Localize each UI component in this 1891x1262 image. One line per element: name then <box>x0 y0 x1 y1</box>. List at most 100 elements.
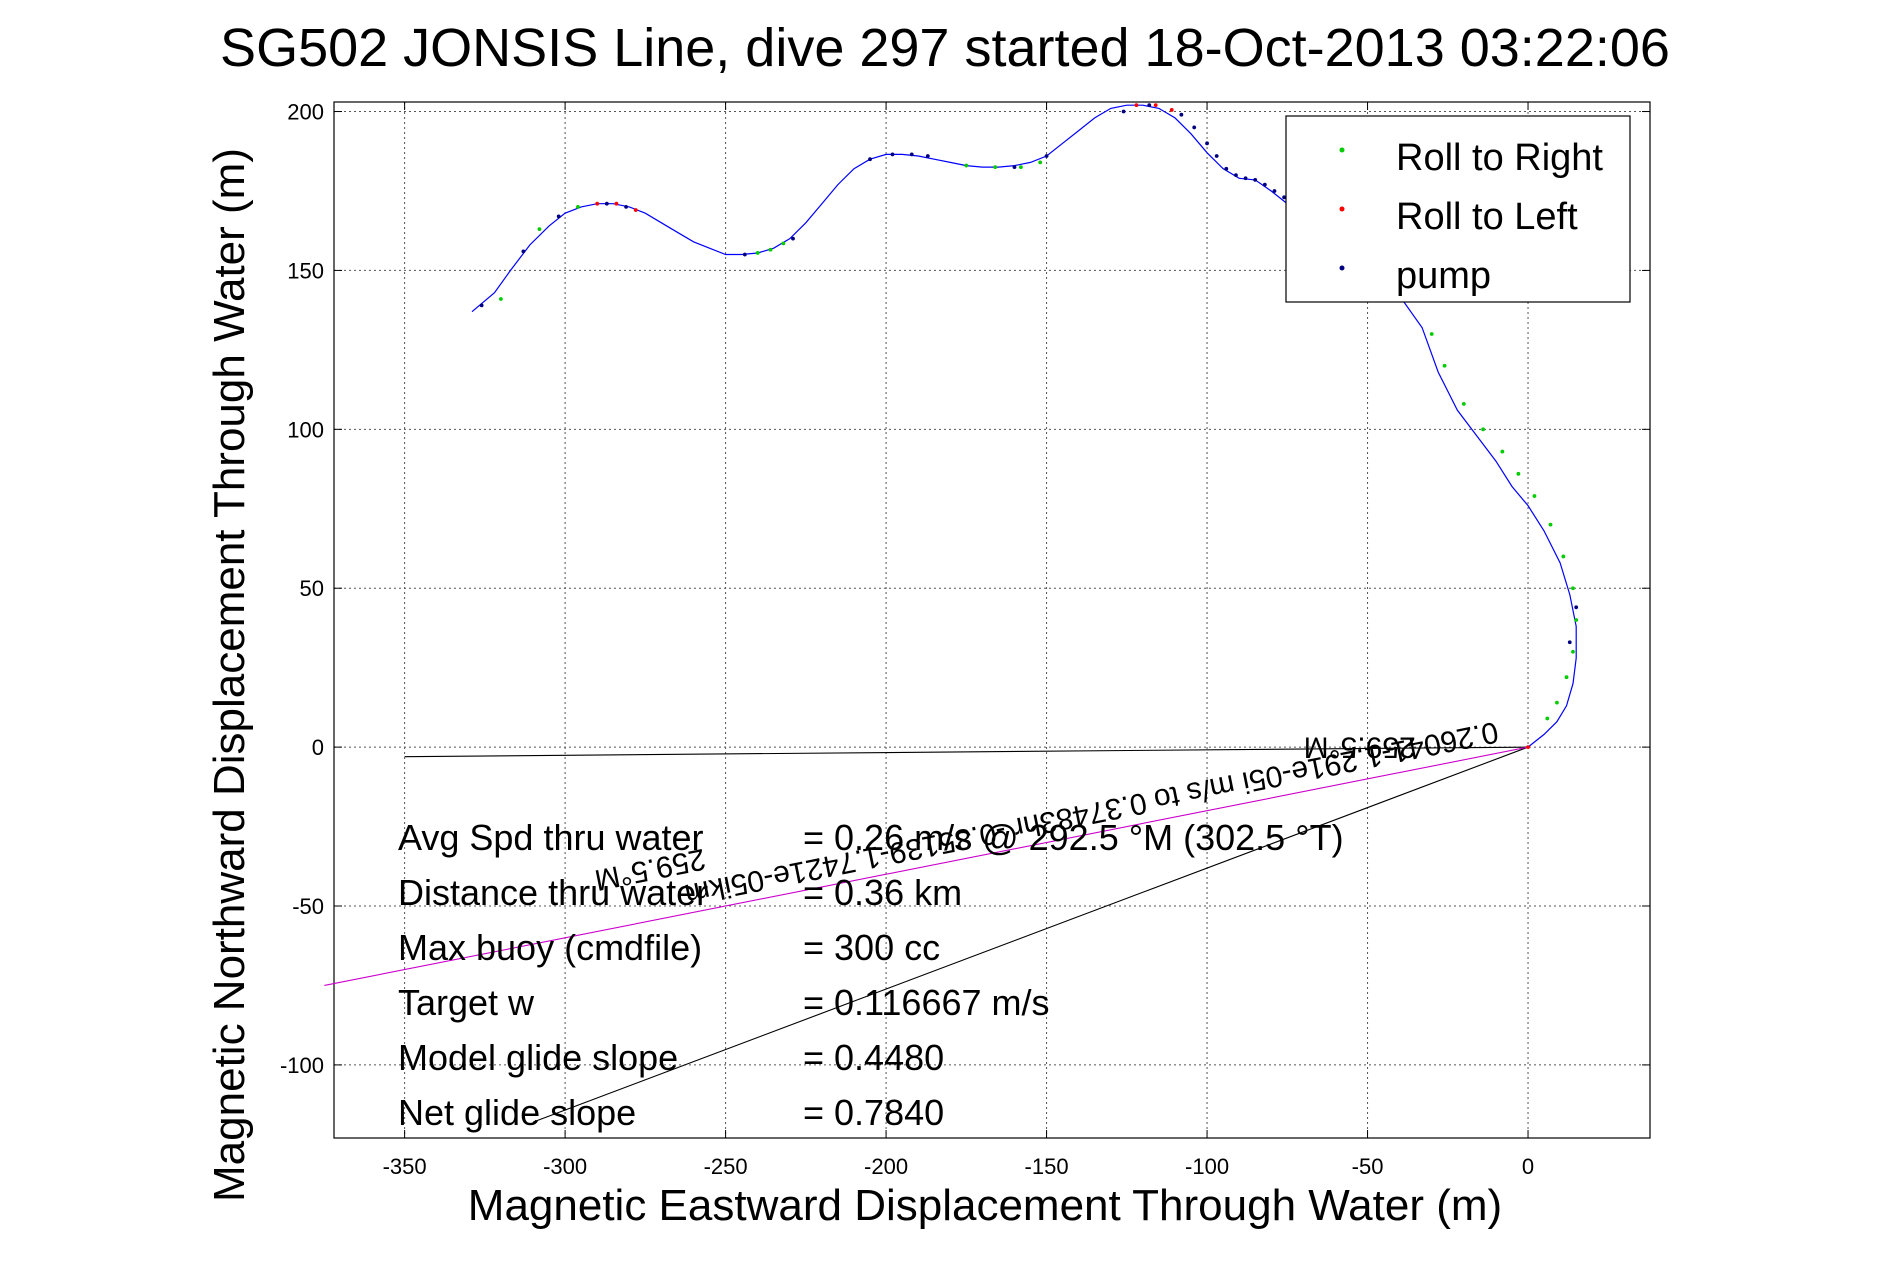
pump-marker <box>791 236 795 241</box>
annotation-value: = 0.116667 m/s <box>803 982 1050 1023</box>
y-tick-label: 200 <box>287 100 324 125</box>
roll-left-marker <box>1153 103 1158 108</box>
legend: Roll to Right Roll to Left pump <box>1285 115 1631 303</box>
y-tick-label: -100 <box>280 1053 324 1078</box>
roll-right-marker <box>1571 649 1575 654</box>
x-tick-label: -50 <box>1352 1154 1384 1179</box>
roll-right-marker <box>1038 160 1043 165</box>
pump-marker <box>556 214 561 219</box>
roll-right-marker <box>1548 522 1553 527</box>
roll-right-marker <box>1500 449 1505 454</box>
pump-marker <box>909 152 914 157</box>
x-ticks: -350 -300 -250 -200 -150 -100 -50 0 <box>383 102 1534 1179</box>
pump-marker <box>1214 154 1219 158</box>
annotation-value: = 0.4480 <box>803 1037 944 1078</box>
track-markers <box>479 103 1579 750</box>
pump-marker <box>925 154 930 158</box>
x-tick-label: -100 <box>1185 1154 1229 1179</box>
pump-marker <box>479 303 484 308</box>
pump-marker <box>604 201 609 206</box>
annotation-value: = 0.36 km <box>803 872 962 913</box>
y-tick-label: 0 <box>312 735 324 760</box>
annotation-label: Max buoy (cmdfile) <box>398 927 702 968</box>
y-tick-label: 150 <box>287 258 324 283</box>
dive-stats-annotation: Avg Spd thru water = 0.26 m/s @ 292.5 °M… <box>398 817 1344 1133</box>
roll-left-marker <box>1134 103 1139 108</box>
pump-marker <box>1179 112 1184 117</box>
roll-right-marker <box>1545 716 1550 721</box>
pump-marker <box>1282 195 1286 200</box>
pump-marker <box>1224 166 1229 171</box>
pump-marker <box>1567 640 1572 645</box>
pump-marker <box>1574 605 1579 610</box>
axes-box <box>333 101 1651 1139</box>
pump-marker <box>1012 165 1017 170</box>
roll-left-marker <box>595 201 600 206</box>
roll-right-marker <box>537 227 542 232</box>
rotated-label-heading-a: 259.5°M <box>1304 731 1416 764</box>
roll-right-marker <box>1429 332 1434 336</box>
roll-right-marker <box>1571 586 1575 591</box>
pump-marker <box>1205 141 1209 146</box>
roll-right-marker <box>1516 471 1521 476</box>
pump-marker <box>624 204 628 209</box>
pump-marker <box>1192 125 1197 130</box>
y-ticks: -100 -50 0 50 100 150 200 <box>280 100 1650 1078</box>
roll-right-marker <box>1532 494 1537 498</box>
roll-right-marker <box>1442 363 1447 368</box>
pump-marker <box>1243 176 1248 181</box>
legend-swatch-roll-left <box>1339 206 1345 212</box>
roll-right-marker <box>1574 618 1579 622</box>
annotation-value: = 0.26 m/s @ 292.5 °M (302.5 °T) <box>803 817 1344 858</box>
pump-marker <box>521 249 526 254</box>
x-tick-label: -250 <box>704 1154 748 1179</box>
heading-line <box>404 746 1529 758</box>
roll-right-marker <box>1018 165 1023 170</box>
pump-marker <box>1147 103 1152 108</box>
annotation-label: Avg Spd thru water <box>398 817 704 858</box>
pump-marker <box>1262 182 1267 187</box>
roll-left-marker <box>1169 108 1174 112</box>
roll-right-marker <box>1564 675 1569 680</box>
chart-title: SG502 JONSIS Line, dive 297 started 18-O… <box>220 18 1670 78</box>
y-tick-label: 50 <box>300 576 324 601</box>
legend-label-roll-left: Roll to Left <box>1396 196 1578 238</box>
roll-right-marker <box>1561 554 1566 559</box>
annotation-label: Target w <box>398 982 535 1023</box>
current-line <box>324 746 1529 986</box>
x-tick-label: -350 <box>383 1154 427 1179</box>
roll-left-marker <box>633 208 638 212</box>
glider-track-line <box>471 104 1577 748</box>
pump-marker <box>742 252 747 257</box>
x-tick-label: -200 <box>864 1154 908 1179</box>
pump-marker <box>1044 154 1049 158</box>
x-tick-label: -150 <box>1025 1154 1069 1179</box>
roll-right-marker <box>576 204 580 209</box>
pump-marker <box>1234 173 1238 177</box>
y-axis-label: Magnetic Northward Displacement Through … <box>205 148 254 1202</box>
legend-label-pump: pump <box>1396 255 1491 297</box>
pump-marker <box>1253 177 1258 182</box>
roll-right-marker <box>781 241 786 246</box>
annotation-value: = 300 cc <box>803 927 940 968</box>
legend-swatch-pump <box>1339 265 1345 271</box>
x-tick-label: 0 <box>1522 1154 1534 1179</box>
legend-swatch-roll-right <box>1339 147 1345 153</box>
overlay-lines <box>324 746 1529 1123</box>
annotation-label: Model glide slope <box>398 1037 678 1078</box>
annotation-label: Distance thru water <box>398 872 708 913</box>
roll-right-marker <box>993 165 998 170</box>
roll-left-marker <box>614 201 619 206</box>
roll-right-marker <box>1481 427 1485 432</box>
pump-marker <box>1121 109 1126 114</box>
roll-right-marker <box>768 247 773 252</box>
x-tick-label: -300 <box>543 1154 587 1179</box>
roll-right-marker <box>1555 700 1559 705</box>
y-tick-label: 100 <box>287 417 324 442</box>
pump-marker <box>868 157 872 162</box>
glide-line <box>532 746 1529 1123</box>
roll-left-marker <box>1526 745 1530 750</box>
legend-label-roll-right: Roll to Right <box>1396 137 1603 179</box>
roll-right-marker <box>499 297 503 301</box>
